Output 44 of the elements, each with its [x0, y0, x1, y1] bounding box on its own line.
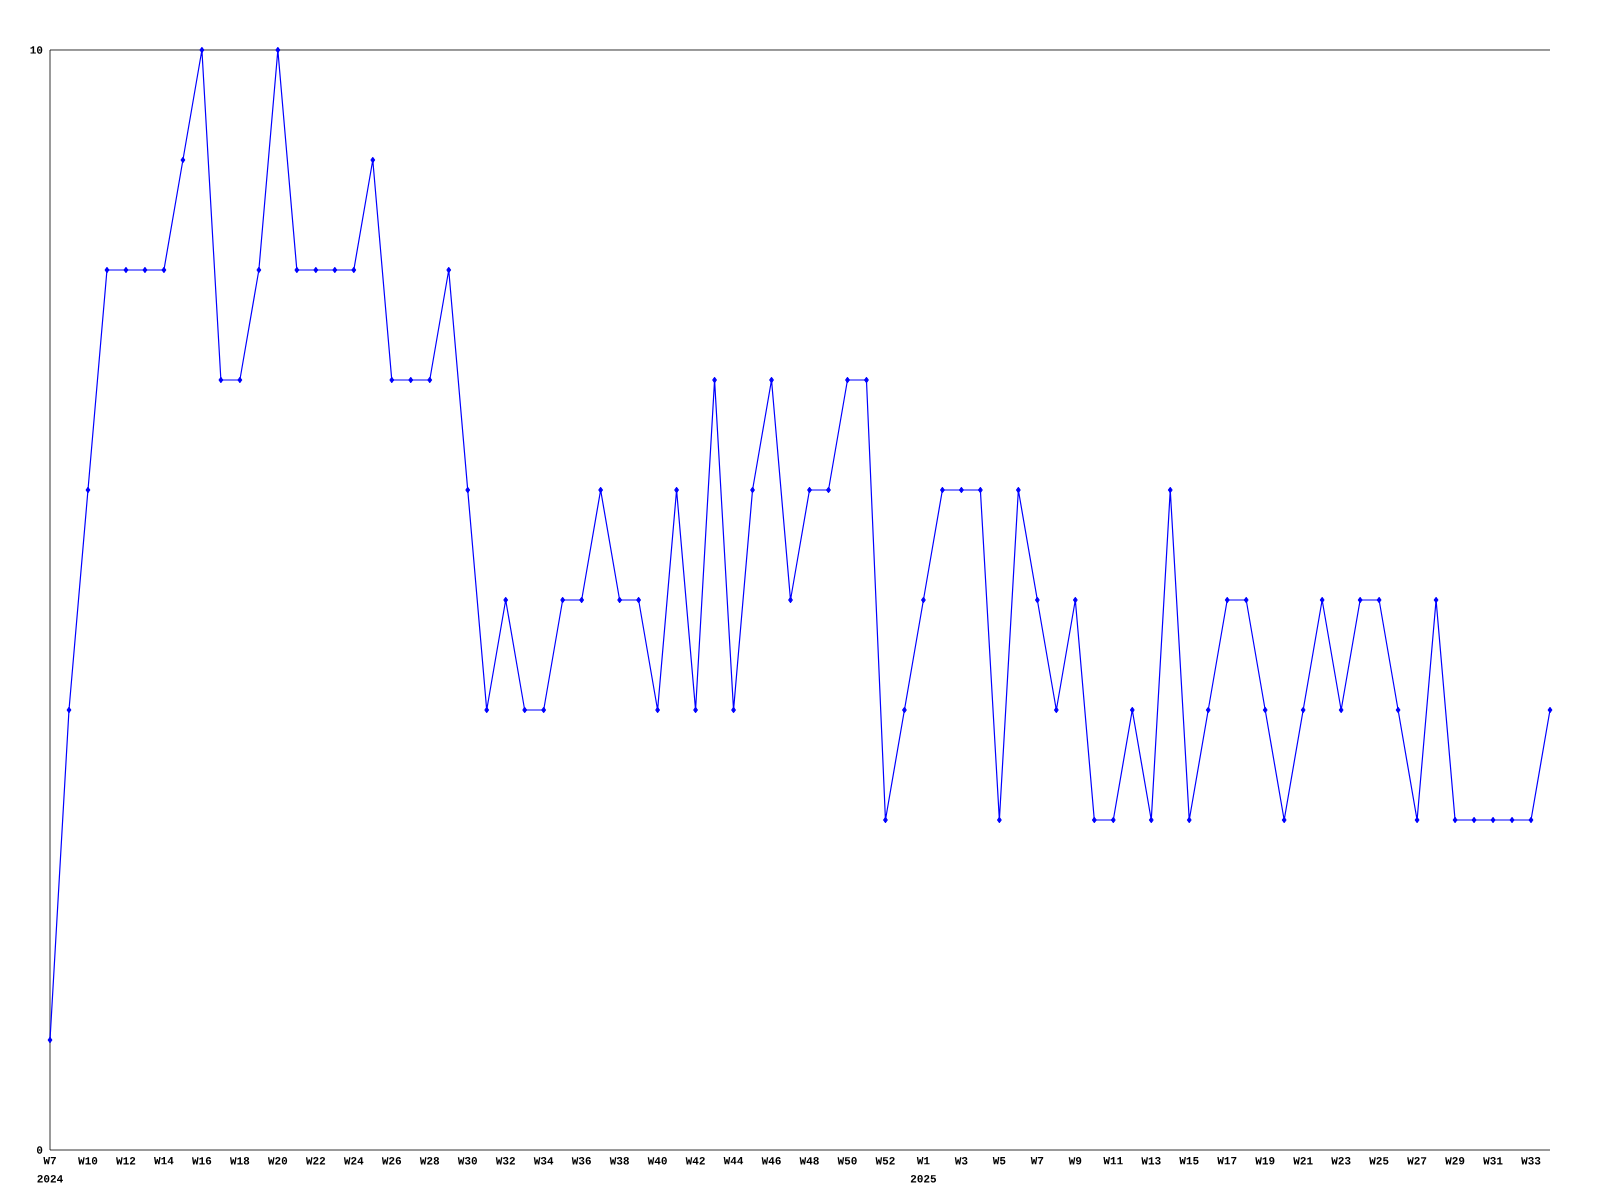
- x-tick-label: W36: [571, 1157, 591, 1165]
- x-tick-label: W23: [1331, 1157, 1351, 1165]
- text: 2024: [37, 1175, 63, 1183]
- x-tick-label: W30: [457, 1157, 477, 1165]
- x-tick-label: W52: [875, 1157, 895, 1165]
- y-tick-label: 0: [36, 1146, 43, 1154]
- x-tick-label: W29: [1445, 1157, 1465, 1165]
- x-tick-label: W20: [267, 1157, 288, 1165]
- y-tick-label: 10: [30, 46, 43, 54]
- x-tick-label: W17: [1217, 1157, 1237, 1165]
- x-tick-label: W27: [1407, 1157, 1427, 1165]
- x-tick-label: W7: [1030, 1157, 1044, 1165]
- x-tick-label: W24: [343, 1157, 364, 1165]
- x-tick-label: W1: [916, 1157, 930, 1165]
- x-tick-label: W42: [685, 1157, 705, 1165]
- x-tick-label: W38: [609, 1157, 629, 1165]
- x-tick-label: W9: [1068, 1157, 1082, 1165]
- x-tick-label: W18: [229, 1157, 250, 1165]
- x-tick-label: W21: [1293, 1157, 1313, 1165]
- x-tick-label: W32: [495, 1157, 515, 1165]
- x-tick-label: W31: [1483, 1157, 1503, 1165]
- x-tick-label: W12: [116, 1157, 136, 1165]
- x-tick-label: W25: [1369, 1157, 1389, 1165]
- x-tick-label: W7: [43, 1157, 56, 1165]
- x-tick-label: W44: [723, 1157, 744, 1165]
- x-tick-label: W13: [1141, 1157, 1161, 1165]
- x-tick-label: W33: [1521, 1157, 1541, 1165]
- x-tick-label: W50: [837, 1157, 857, 1165]
- x-tick-label: W22: [305, 1157, 326, 1165]
- x-tick-label: W34: [533, 1157, 554, 1165]
- x-tick-label: W16: [192, 1157, 212, 1165]
- x-tick-label: W19: [1255, 1157, 1275, 1165]
- x-tick-label: W5: [992, 1157, 1006, 1165]
- x-tick-label: W40: [647, 1157, 667, 1165]
- x-tick-label: W48: [799, 1157, 819, 1165]
- x-tick-label: W28: [419, 1157, 440, 1165]
- x-tick-label: W10: [78, 1157, 98, 1165]
- x-tick-label: W11: [1103, 1157, 1123, 1165]
- x-tick-label: W3: [954, 1157, 968, 1165]
- x-tick-label: W15: [1179, 1157, 1199, 1165]
- text: 2025: [910, 1175, 937, 1183]
- x-tick-label: W14: [154, 1157, 174, 1165]
- x-tick-label: W26: [381, 1157, 402, 1165]
- x-tick-label: W46: [761, 1157, 781, 1165]
